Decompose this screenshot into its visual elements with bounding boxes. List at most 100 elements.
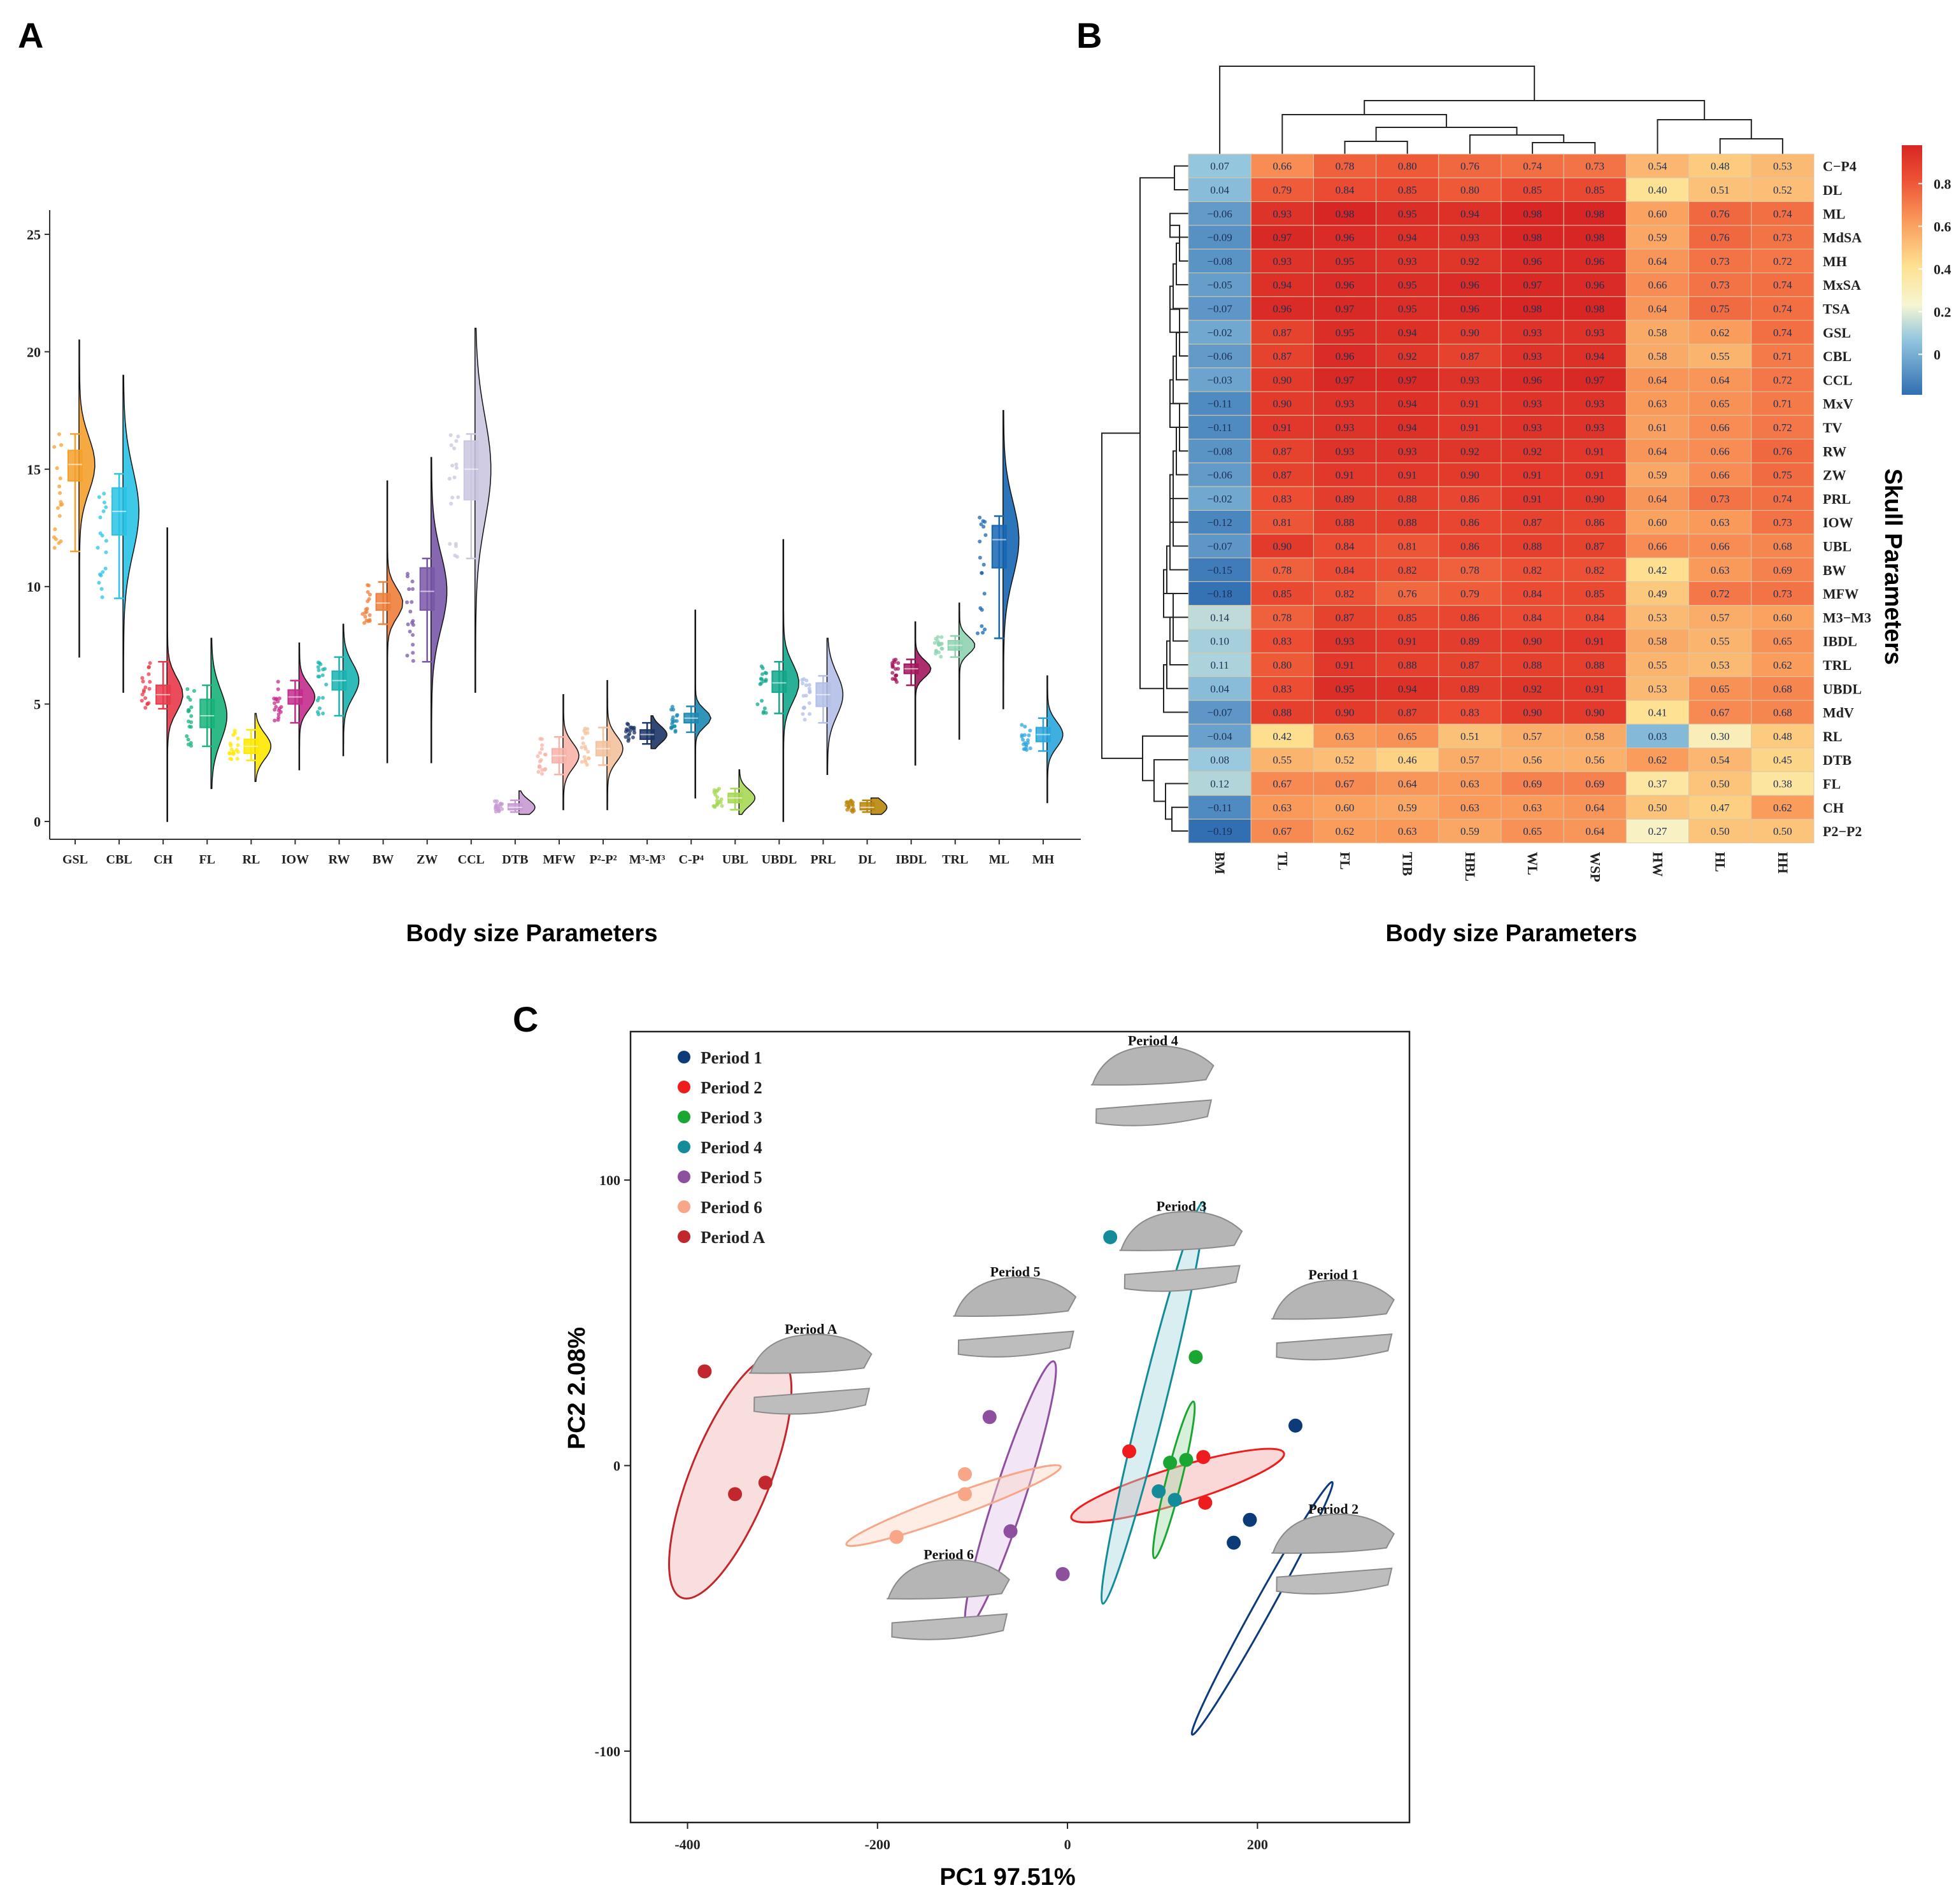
cell-value: 0.92 [1523, 683, 1542, 695]
row-label: DL [1823, 182, 1843, 198]
cell-value: 0.08 [1210, 754, 1229, 766]
x-tick-label: PRL [810, 853, 836, 867]
heatmap-cell [1501, 225, 1564, 250]
jitter-point [632, 725, 636, 730]
jitter-point [494, 809, 498, 814]
cell-value: −0.08 [1207, 445, 1232, 457]
cell-value: 0.93 [1398, 445, 1417, 457]
column-label: WSP [1587, 852, 1603, 883]
jitter-point [317, 706, 322, 711]
legend-marker [678, 1140, 690, 1153]
jitter-point [189, 705, 194, 709]
row-label: TRL [1823, 657, 1851, 673]
cell-value: 0.87 [1460, 659, 1480, 671]
cell-value: 0.50 [1773, 825, 1792, 837]
cell-value: 0.88 [1273, 707, 1292, 719]
heatmap-cell [1250, 391, 1314, 416]
skull-mandible [1123, 1265, 1241, 1292]
cell-value: −0.06 [1207, 469, 1232, 481]
dendrogram-branch [1469, 134, 1565, 154]
jitter-point [187, 709, 191, 713]
heatmap-cell [1188, 273, 1252, 297]
jitter-point [631, 735, 635, 740]
violin-group [711, 769, 756, 815]
skull-cranium [1119, 1211, 1243, 1251]
cell-value: 0.55 [1273, 754, 1292, 766]
jitter-point [674, 713, 679, 718]
cell-value: 0.95 [1398, 302, 1417, 315]
jitter-point [894, 673, 899, 678]
heatmap-cell [1438, 557, 1502, 582]
heatmap-cell [1751, 225, 1815, 250]
violin-group [272, 642, 316, 771]
jitter-point [712, 790, 717, 795]
heatmap-cell [1376, 439, 1439, 464]
dendrogram-branch [1176, 242, 1188, 286]
heatmap-cell [1250, 795, 1314, 820]
jitter-point [939, 641, 944, 646]
heatmap-cell [1501, 343, 1564, 369]
violin-half [78, 339, 96, 658]
cell-value: 0.66 [1711, 422, 1730, 434]
row-label: DTB [1823, 752, 1852, 768]
x-axis-title: PC1 97.51% [939, 1864, 1075, 1891]
cell-value: −0.06 [1207, 208, 1232, 220]
heatmap-cell [1751, 510, 1815, 535]
heatmap-cell [1688, 415, 1752, 440]
violin-half [914, 621, 932, 766]
jitter-point [234, 748, 239, 752]
jitter-point [586, 750, 590, 754]
column-label: TIB [1400, 852, 1416, 876]
jitter-point [583, 744, 587, 749]
column-label: WL [1525, 852, 1541, 876]
heatmap-cell [1313, 700, 1377, 725]
jitter-point [538, 751, 542, 755]
cell-value: 0.50 [1648, 802, 1667, 814]
cell-value: 0.52 [1773, 184, 1792, 196]
jitter-point [324, 683, 329, 687]
cell-value: 0.84 [1336, 184, 1355, 196]
jitter-point [146, 672, 151, 676]
y-tick-label: 0 [34, 814, 41, 830]
heatmap-cell [1376, 676, 1439, 701]
heatmap-cell [1438, 343, 1502, 369]
cell-value: 0.84 [1336, 540, 1355, 552]
cell-value: 0.73 [1773, 516, 1792, 529]
jitter-point [58, 491, 62, 495]
cell-value: 0.65 [1523, 825, 1542, 837]
violin-half [958, 602, 976, 740]
jitter-point [411, 643, 415, 647]
heatmap-cell [1438, 700, 1502, 725]
heatmap-cell [1751, 248, 1815, 274]
cell-value: 0.87 [1273, 350, 1292, 362]
violin-half [386, 480, 404, 764]
cell-value: 0.57 [1460, 754, 1480, 766]
data-point [957, 1487, 972, 1502]
jitter-point [980, 571, 984, 575]
cell-value: 0.82 [1585, 564, 1604, 576]
jitter-point [97, 495, 101, 499]
heatmap-cell [1625, 723, 1690, 748]
jitter-point [104, 550, 108, 555]
jitter-point [801, 712, 805, 716]
jitter-point [846, 804, 851, 809]
cell-value: 0.91 [1585, 469, 1604, 481]
cell-value: 0.96 [1523, 255, 1542, 267]
jitter-point [850, 802, 855, 806]
jitter-point [411, 658, 415, 663]
heatmap-cell [1438, 748, 1502, 772]
jitter-point [317, 668, 321, 672]
heatmap-cell [1501, 629, 1564, 653]
scatter-legend: Period 1 Period 2 Period 3 Period 4 Period 5… [678, 1048, 766, 1247]
jitter-point [894, 678, 898, 682]
dendrogram-branch [1344, 141, 1408, 154]
violin-group [405, 457, 448, 764]
cell-value: 0.66 [1711, 445, 1730, 457]
jitter-point [456, 495, 460, 499]
cell-value: 0.96 [1460, 302, 1480, 315]
heatmap-cell [1438, 486, 1502, 511]
cell-value: 0.90 [1336, 707, 1355, 719]
jitter-point [801, 681, 805, 686]
row-label: P2−P2 [1823, 823, 1862, 839]
legend-tick-label: 0.6 [1934, 218, 1951, 234]
